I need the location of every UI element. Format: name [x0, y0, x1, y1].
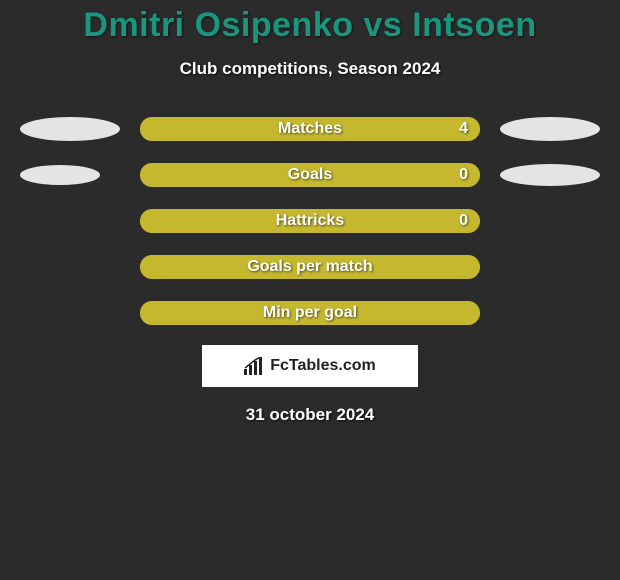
stat-label: Goals	[140, 166, 480, 184]
page-title: Dmitri Osipenko vs Intsoen	[0, 0, 620, 45]
stats-container: Matches4Goals0Hattricks0Goals per matchM…	[0, 117, 620, 325]
stat-row: Goals0	[0, 163, 620, 187]
stat-label: Min per goal	[140, 304, 480, 322]
footer-date: 31 october 2024	[0, 405, 620, 425]
source-banner: FcTables.com	[202, 345, 418, 387]
stat-ellipse-left	[20, 165, 100, 185]
chart-icon	[244, 357, 266, 375]
page-subtitle: Club competitions, Season 2024	[0, 59, 620, 79]
stat-value: 0	[459, 212, 468, 230]
stat-bar: Matches4	[140, 117, 480, 141]
stat-row: Hattricks0	[0, 209, 620, 233]
stat-label: Matches	[140, 120, 480, 138]
stat-label: Hattricks	[140, 212, 480, 230]
stat-row: Matches4	[0, 117, 620, 141]
stat-value: 4	[459, 120, 468, 138]
stat-label: Goals per match	[140, 258, 480, 276]
stat-ellipse-left	[20, 117, 120, 141]
banner-text: FcTables.com	[270, 357, 376, 375]
stat-row: Min per goal	[0, 301, 620, 325]
stat-value: 0	[459, 166, 468, 184]
stat-bar: Hattricks0	[140, 209, 480, 233]
stat-row: Goals per match	[0, 255, 620, 279]
stat-ellipse-right	[500, 117, 600, 141]
stat-bar: Goals per match	[140, 255, 480, 279]
stat-bar: Min per goal	[140, 301, 480, 325]
stat-bar: Goals0	[140, 163, 480, 187]
stat-ellipse-right	[500, 164, 600, 186]
